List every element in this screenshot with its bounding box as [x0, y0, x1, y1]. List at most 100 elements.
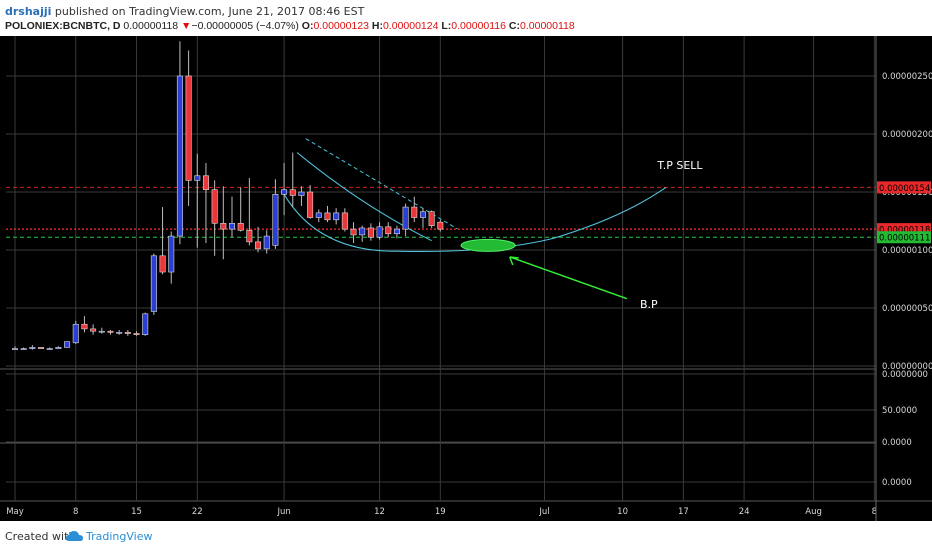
candle-body: [98, 330, 105, 333]
price-change: −0.00000005 (−4.07%): [191, 20, 299, 32]
candle-body: [428, 211, 435, 226]
date-tick-label: 10: [617, 507, 628, 517]
indicator-tick-label: 0.0000: [882, 438, 912, 448]
resistance-curve: [296, 152, 432, 242]
candle-body: [402, 206, 409, 230]
candle-body: [367, 227, 374, 238]
date-tick-label: May: [6, 507, 24, 517]
candle-body: [376, 226, 383, 238]
chart-header: drshajji published on TradingView.com, J…: [0, 0, 932, 36]
chart-svg[interactable]: 0.000002500.000002000.000001500.00000100…: [0, 36, 932, 521]
candle-body: [133, 333, 140, 335]
candle-body: [142, 313, 149, 335]
candle-body: [72, 323, 79, 344]
candle-body: [211, 189, 218, 224]
candle-body: [116, 332, 123, 334]
candle-body: [159, 255, 166, 273]
date-tick-label: 24: [739, 507, 750, 517]
date-tick-label: Aug: [805, 507, 822, 517]
indicator-tick-label: 0.0000: [882, 478, 912, 488]
candle-body: [90, 328, 97, 332]
candle-body: [220, 223, 227, 230]
level-lines: [6, 186, 876, 238]
candle-body: [324, 212, 331, 221]
annotation-labels: T.P SELL B.P: [640, 159, 703, 311]
date-tick-label: 8: [73, 507, 78, 517]
chart-area[interactable]: 0.000002500.000002000.000001500.00000100…: [0, 36, 932, 521]
candle-body: [194, 175, 201, 181]
bp-price-badge: 0.00000111: [879, 234, 930, 244]
candle-body: [12, 348, 19, 350]
candle-body: [411, 206, 418, 218]
candle-body: [20, 348, 27, 350]
low-label: L:: [441, 20, 452, 32]
date-tick-label: 12: [374, 507, 385, 517]
high-label: H:: [371, 20, 383, 32]
indicator-tick-label: 0.0000000: [882, 370, 928, 380]
current-price-badge: 0.00000118: [879, 226, 930, 236]
date-tick-label: 17: [678, 507, 689, 517]
candle-body: [185, 75, 192, 181]
date-tick-label: Jul: [538, 507, 549, 517]
candle-body: [263, 235, 270, 250]
publish-line: drshajji published on TradingView.com, J…: [5, 5, 364, 18]
open-value: 0.00000123: [313, 20, 369, 32]
low-value: 0.00000116: [451, 20, 506, 32]
trend-annotations: [283, 138, 667, 300]
candle-body: [38, 347, 45, 349]
candle-body: [150, 255, 157, 312]
candle-body: [272, 194, 279, 246]
candle-body: [81, 323, 88, 330]
author-link[interactable]: drshajji: [5, 5, 52, 18]
price-tick-label: 0.00000050: [882, 304, 932, 314]
bp-label: B.P: [640, 298, 658, 311]
axes: 0.000002500.000002000.000001500.00000100…: [6, 36, 932, 521]
candle-body: [289, 189, 296, 196]
high-value: 0.00000124: [382, 20, 439, 32]
candle-body: [107, 330, 114, 333]
date-tick-label: 8: [872, 507, 877, 517]
date-tick-label: Jun: [276, 507, 290, 517]
indicator-tick-label: 50.0000: [882, 406, 917, 416]
bp-price-badge-bg: [877, 231, 931, 244]
candle-body: [29, 347, 36, 349]
candles: [12, 41, 444, 350]
tradingview-cloud-icon: [66, 531, 83, 541]
down-arrow-icon: ▼: [181, 20, 192, 32]
price-tick-label: 0.00000200: [882, 130, 932, 140]
candle-body: [246, 229, 253, 243]
date-tick-label: 22: [192, 507, 203, 517]
candle-body: [393, 228, 400, 235]
candle-body: [46, 348, 53, 350]
price-tick-label: 0.00000000: [882, 362, 932, 372]
date-tick-label: 15: [131, 507, 142, 517]
candle-body: [202, 175, 209, 190]
candle-body: [437, 221, 444, 230]
candle-body: [419, 211, 426, 218]
open-label: O:: [301, 20, 314, 32]
candle-body: [298, 191, 305, 196]
candle-body: [281, 189, 288, 195]
tradingview-brand[interactable]: TradingView: [86, 530, 153, 543]
close-label: C:: [508, 20, 521, 32]
price-tick-label: 0.00000100: [882, 246, 932, 256]
bp-zone-ellipse: [460, 238, 516, 252]
published-text: published on TradingView.com, June 21, 2…: [54, 5, 365, 18]
date-tick-label: 19: [435, 507, 446, 517]
candle-body: [229, 223, 236, 230]
candle-body: [237, 223, 244, 231]
price-tick-label: 0.00000250: [882, 72, 932, 82]
close-value: 0.00000118: [520, 20, 575, 32]
candle-body: [385, 226, 392, 235]
tp-sell-label: T.P SELL: [656, 159, 703, 172]
candle-body: [333, 212, 340, 221]
candle-body: [350, 228, 357, 236]
candle-body: [124, 332, 131, 334]
symbol-label: POLONIEX:BCNBTC, D: [5, 20, 121, 32]
candle-body: [341, 212, 348, 230]
ohlc-line: POLONIEX:BCNBTC, D 0.00000118 ▼−0.000000…: [5, 20, 575, 32]
tp-price-badge: 0.00000154: [879, 184, 930, 194]
candle-body: [255, 241, 262, 250]
candle-body: [176, 75, 183, 237]
grid-lines: [0, 36, 932, 502]
